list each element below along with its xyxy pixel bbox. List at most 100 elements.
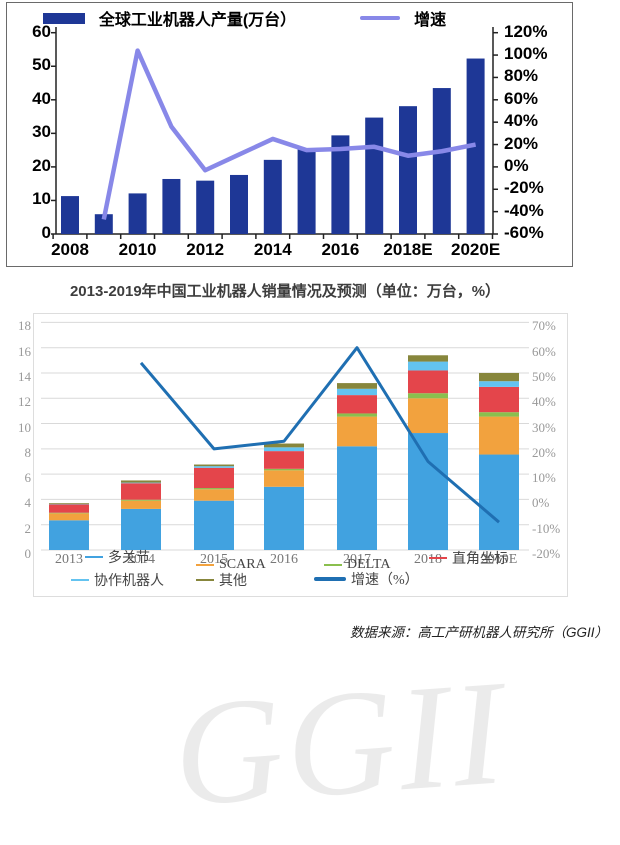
production-bar-2010 <box>129 193 147 234</box>
other-label: 其他 <box>219 570 247 590</box>
growth-label: 增速（%） <box>351 569 419 589</box>
协作机器人-segment-2019E <box>479 381 519 387</box>
right-axis-tick-label: -10% <box>532 521 574 537</box>
多关节-segment-2014 <box>121 509 161 550</box>
直角坐标-segment-2017 <box>337 395 377 413</box>
协作机器人-segment-2017 <box>337 389 377 395</box>
x-axis-label-2016: 2016 <box>308 240 372 260</box>
production-bar-2017 <box>365 118 383 234</box>
left-axis-tick-label: 0 <box>5 546 31 562</box>
right-axis-tick-label: 70% <box>532 318 574 334</box>
right-axis-tick-label: 40% <box>532 394 574 410</box>
x-axis-label-2018E: 2018E <box>376 240 440 260</box>
production-bar-2018E <box>399 106 417 234</box>
直角坐标-segment-2019E <box>479 387 519 412</box>
多关节-segment-2016 <box>264 487 304 550</box>
多关节-segment-2015 <box>194 501 234 550</box>
right-axis-tick-label: 80% <box>504 66 570 86</box>
cartesian-label: 直角坐标 <box>452 548 508 568</box>
multijoint-marker <box>85 556 103 558</box>
other-marker <box>196 579 214 581</box>
right-axis-tick-label: 60% <box>504 89 570 109</box>
legend-item-other: 其他 <box>196 570 247 590</box>
production-bar-2014 <box>264 160 282 234</box>
left-axis-tick-label: 40 <box>15 89 51 109</box>
bottom-chart-title: 2013-2019年中国工业机器人销量情况及预测（单位：万台，%） <box>0 280 570 301</box>
right-axis-tick-label: -60% <box>504 223 570 243</box>
多关节-segment-2017 <box>337 446 377 550</box>
left-axis-tick-label: 18 <box>5 318 31 334</box>
x-axis-label-2012: 2012 <box>173 240 237 260</box>
协作机器人-segment-2016 <box>264 447 304 451</box>
多关节-segment-2019E <box>479 455 519 550</box>
collaborative-marker <box>71 579 89 581</box>
x-axis-label-2020E: 2020E <box>444 240 508 260</box>
x-axis-label-2008: 2008 <box>38 240 102 260</box>
DELTA-segment-2017 <box>337 413 377 416</box>
top-chart-plot <box>7 3 571 265</box>
right-axis-tick-label: -20% <box>532 546 574 562</box>
legend-item-multijoint: 多关节 <box>85 547 150 567</box>
DELTA-segment-2013 <box>49 513 89 514</box>
DELTA-segment-2019E <box>479 412 519 416</box>
collaborative-label: 协作机器人 <box>94 570 164 590</box>
legend-item-cartesian: 直角坐标 <box>429 548 508 568</box>
growth-line-marker <box>314 577 346 581</box>
right-axis-tick-label: 100% <box>504 44 570 64</box>
right-axis-tick-label: 0% <box>532 495 574 511</box>
DELTA-segment-2018 <box>408 393 448 398</box>
production-bar-2019E <box>433 88 451 234</box>
production-bar-2013 <box>230 175 248 234</box>
right-axis-tick-label: 20% <box>504 134 570 154</box>
cartesian-marker <box>429 557 447 559</box>
其他-segment-2015 <box>194 465 234 467</box>
left-axis-tick-label: 4 <box>5 495 31 511</box>
SCARA-segment-2017 <box>337 417 377 447</box>
DELTA-segment-2015 <box>194 488 234 489</box>
right-axis-tick-label: 10% <box>532 470 574 486</box>
协作机器人-segment-2018 <box>408 362 448 371</box>
多关节-segment-2018 <box>408 433 448 550</box>
right-axis-tick-label: 30% <box>532 420 574 436</box>
其他-segment-2017 <box>337 383 377 389</box>
left-axis-tick-label: 60 <box>15 22 51 42</box>
其他-segment-2014 <box>121 480 161 482</box>
left-axis-tick-label: 2 <box>5 521 31 537</box>
SCARA-segment-2018 <box>408 398 448 433</box>
DELTA-segment-2016 <box>264 469 304 471</box>
delta-marker <box>324 564 342 566</box>
left-axis-tick-label: 10 <box>5 420 31 436</box>
left-axis-tick-label: 30 <box>15 122 51 142</box>
直角坐标-segment-2014 <box>121 483 161 499</box>
left-axis-tick-label: 6 <box>5 470 31 486</box>
left-axis-tick-label: 50 <box>15 55 51 75</box>
legend-item-growth: 增速（%） <box>314 569 419 589</box>
right-axis-tick-label: 20% <box>532 445 574 461</box>
其他-segment-2013 <box>49 503 89 504</box>
scara-marker <box>196 564 214 566</box>
x-axis-label-2010: 2010 <box>106 240 170 260</box>
right-axis-tick-label: 40% <box>504 111 570 131</box>
data-source-note: 数据来源：高工产研机器人研究所（GGII） <box>350 621 608 641</box>
SCARA-segment-2019E <box>479 417 519 455</box>
协作机器人-segment-2015 <box>194 466 234 468</box>
production-bar-2008 <box>61 196 79 234</box>
left-axis-tick-label: 14 <box>5 369 31 385</box>
multijoint-label: 多关节 <box>108 547 150 567</box>
其他-segment-2019E <box>479 373 519 381</box>
ggii-watermark: GGII <box>168 643 500 845</box>
其他-segment-2018 <box>408 355 448 361</box>
left-axis-tick-label: 10 <box>15 189 51 209</box>
多关节-segment-2013 <box>49 520 89 550</box>
left-axis-tick-label: 16 <box>5 344 31 360</box>
right-axis-tick-label: -40% <box>504 201 570 221</box>
直角坐标-segment-2016 <box>264 451 304 469</box>
production-bar-2011 <box>162 179 180 234</box>
直角坐标-segment-2013 <box>49 504 89 512</box>
直角坐标-segment-2018 <box>408 370 448 393</box>
right-axis-tick-label: 50% <box>532 369 574 385</box>
right-axis-tick-label: -20% <box>504 178 570 198</box>
growth-line <box>104 51 476 220</box>
SCARA-segment-2016 <box>264 470 304 486</box>
